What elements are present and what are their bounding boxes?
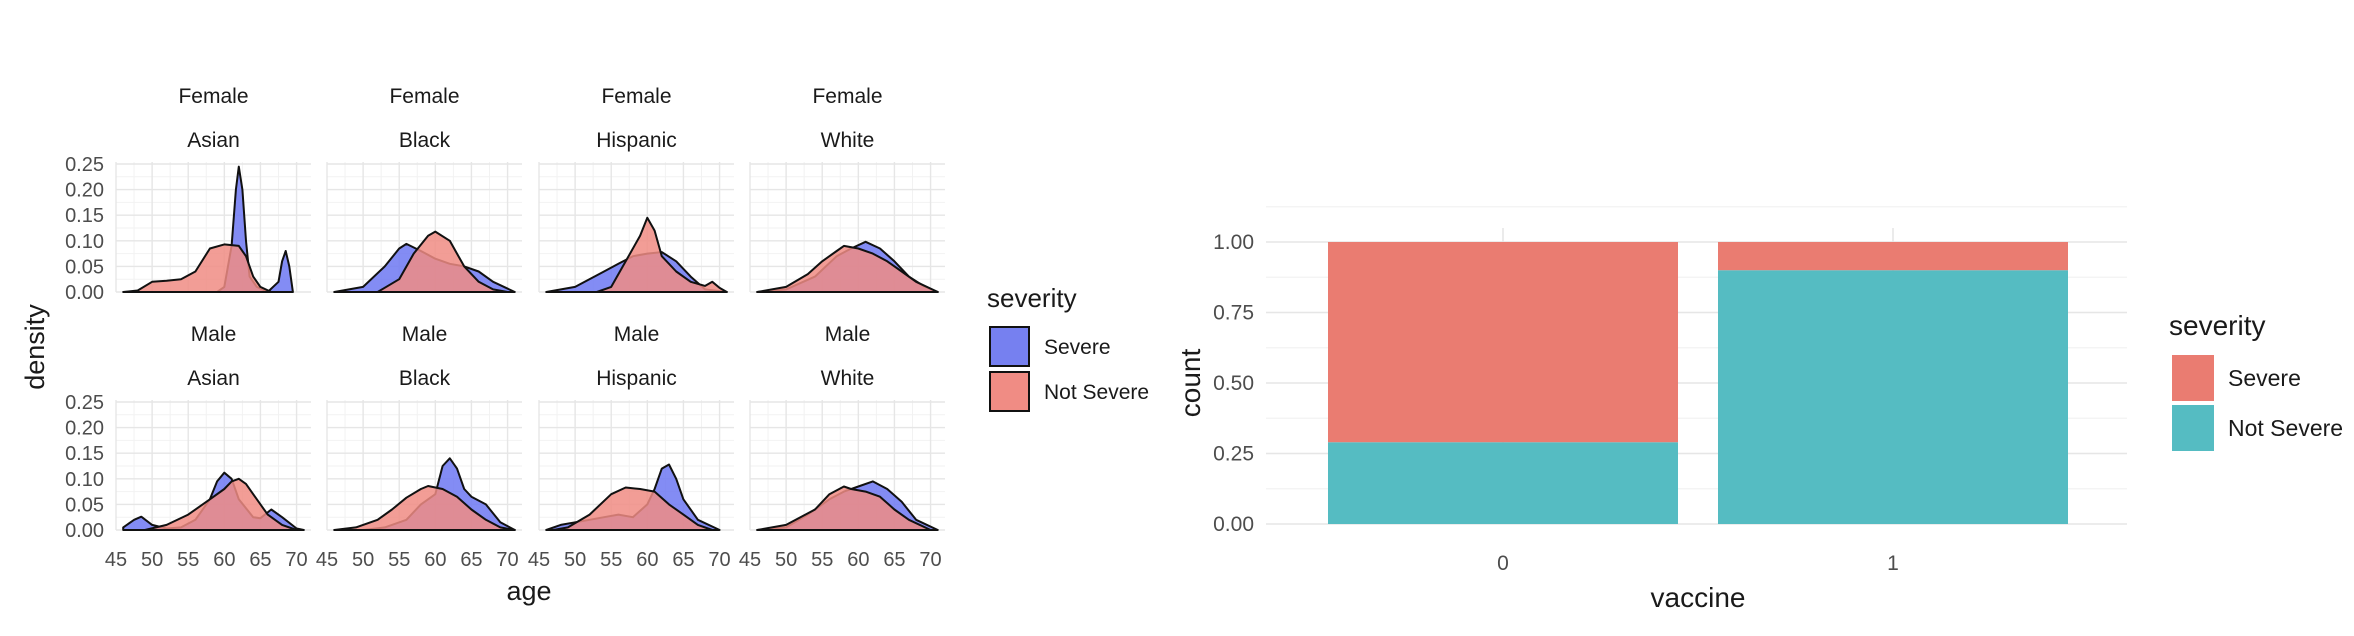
y-tick-label: 1.00	[1213, 231, 1254, 254]
strip-label-sex: Female	[389, 85, 459, 108]
strip-label-race: Hispanic	[596, 367, 677, 390]
y-tick-label: 0.25	[1213, 443, 1254, 466]
x-axis-title: age	[506, 576, 551, 606]
density-area-not-severe	[143, 477, 298, 531]
density-area-not-severe	[376, 230, 509, 293]
x-tick-label: 55	[811, 549, 833, 571]
strip-label-sex: Female	[812, 85, 882, 108]
x-tick-label: 60	[213, 549, 235, 571]
bar-segment-not-severe	[1328, 442, 1678, 524]
bar-segment-severe	[1718, 242, 2068, 271]
strip-label-race: Asian	[187, 367, 240, 390]
legend-label: Severe	[1044, 336, 1111, 359]
y-tick-label: 0.15	[65, 443, 104, 465]
facet-panel: Male Black 45 50 55 60 65 70	[316, 323, 522, 571]
density-area-not-severe	[122, 243, 273, 293]
strip-label-race: Black	[399, 129, 451, 152]
facet-panel: Female Asian 0.00 0.05 0.10 0.15 0.20 0.25	[65, 85, 311, 304]
x-tick-label: 50	[775, 549, 797, 571]
y-tick-label: 0.50	[1213, 372, 1254, 395]
y-tick-label: 0.15	[65, 205, 104, 227]
facet-panel: Female Black	[326, 85, 522, 293]
y-tick-label: 0.10	[65, 469, 104, 491]
legend-key	[2172, 405, 2214, 451]
facet-panel: Female Hispanic	[538, 85, 734, 293]
y-tick-label: 0.05	[65, 494, 104, 516]
density-area-not-severe	[756, 244, 939, 293]
x-axis-title: vaccine	[1651, 582, 1746, 613]
x-tick-label: 70	[285, 549, 307, 571]
legend-label: Not Severe	[2228, 415, 2343, 441]
x-tick-label: 65	[672, 549, 694, 571]
x-tick-label: 0	[1497, 552, 1509, 575]
x-tick-label: 60	[424, 549, 446, 571]
x-tick-label: 45	[316, 549, 338, 571]
legend-key	[989, 371, 1030, 412]
x-tick-label: 60	[636, 549, 658, 571]
x-tick-label: 65	[883, 549, 905, 571]
density-area-not-severe	[552, 486, 714, 531]
x-tick-label: 65	[460, 549, 482, 571]
x-tick-label: 70	[708, 549, 730, 571]
x-tick-label: 65	[249, 549, 271, 571]
x-tick-label: 1	[1887, 552, 1899, 575]
legend-title: severity	[987, 283, 1077, 313]
legend-label: Severe	[2228, 365, 2301, 391]
facet-panel: Male Asian 0.00 0.05 0.10 0.15 0.20 0.25 45 50 55 6…	[65, 323, 311, 571]
y-axis-title: count	[1175, 349, 1206, 418]
strip-label-race: Hispanic	[596, 129, 677, 152]
y-tick-label: 0.25	[65, 392, 104, 414]
facet-panel: Female White	[749, 85, 945, 293]
x-tick-label: 45	[528, 549, 550, 571]
density-facet-chart: FemaleAsian0.000.050.100.150.200.25Femal…	[20, 85, 1149, 606]
x-tick-label: 55	[600, 549, 622, 571]
x-tick-label: 60	[847, 549, 869, 571]
legend-key	[989, 326, 1030, 367]
strip-label-race: Asian	[187, 129, 240, 152]
x-tick-label: 50	[352, 549, 374, 571]
legend-key	[2172, 355, 2214, 401]
density-area-not-severe	[333, 485, 516, 531]
strip-label-sex: Male	[402, 323, 448, 346]
y-tick-label: 0.10	[65, 231, 104, 253]
strip-label-sex: Male	[614, 323, 660, 346]
stacked-bar-chart: 0 1 0.00 0.25 0.50 0.75 1.00 vaccine count severi…	[1175, 206, 2343, 613]
strip-label-sex: Male	[191, 323, 237, 346]
x-tick-label: 70	[919, 549, 941, 571]
bar-segment-not-severe	[1718, 270, 2068, 524]
y-axis-title: density	[20, 304, 50, 390]
y-tick-label: 0.00	[1213, 513, 1254, 536]
y-tick-label: 0.75	[1213, 302, 1254, 325]
x-tick-label: 70	[496, 549, 518, 571]
x-tick-label: 50	[564, 549, 586, 571]
x-tick-label: 45	[105, 549, 127, 571]
y-tick-label: 0.00	[65, 282, 104, 304]
facet-panel: Male Hispanic 45 50 55 60 65 70	[528, 323, 734, 571]
legend-label: Not Severe	[1044, 381, 1149, 404]
strip-label-sex: Female	[178, 85, 248, 108]
y-tick-label: 0.00	[65, 520, 104, 542]
bar-segment-severe	[1328, 242, 1678, 443]
y-tick-label: 0.25	[65, 154, 104, 176]
x-tick-label: 55	[388, 549, 410, 571]
strip-label-sex: Male	[825, 323, 871, 346]
facet-panel: Male White 45 50 55 60 65 70	[739, 323, 945, 571]
legend-title: severity	[2169, 310, 2265, 341]
strip-label-sex: Female	[601, 85, 671, 108]
x-tick-label: 45	[739, 549, 761, 571]
y-tick-label: 0.05	[65, 256, 104, 278]
density-area-not-severe	[756, 485, 932, 531]
y-tick-label: 0.20	[65, 180, 104, 202]
x-tick-label: 50	[141, 549, 163, 571]
y-tick-label: 0.20	[65, 418, 104, 440]
strip-label-race: White	[821, 367, 875, 390]
strip-label-race: White	[821, 129, 875, 152]
x-tick-label: 55	[177, 549, 199, 571]
strip-label-race: Black	[399, 367, 451, 390]
density-area-not-severe	[595, 216, 728, 293]
